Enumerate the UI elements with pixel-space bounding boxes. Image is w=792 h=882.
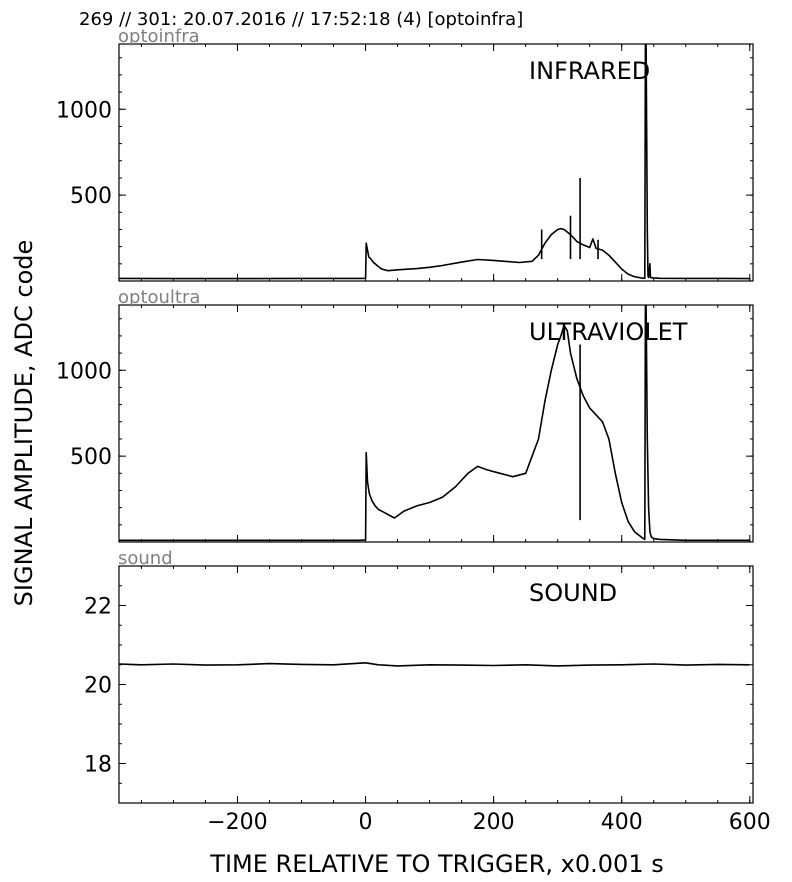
x-tick-label: 200 — [473, 810, 515, 835]
panel-title: INFRARED — [529, 57, 650, 85]
y-tick-label: 1000 — [56, 98, 112, 123]
y-tick-label: 500 — [70, 445, 112, 470]
y-tick-label: 20 — [84, 674, 112, 699]
panel-title: SOUND — [529, 579, 617, 607]
series-line — [119, 661, 750, 667]
x-tick-label: 0 — [359, 810, 373, 835]
x-tick-label: −200 — [207, 810, 267, 835]
y-tick-label: 1000 — [56, 359, 112, 384]
panel-tag: optoinfra — [118, 26, 200, 47]
series-line — [119, 305, 750, 542]
chart-panel-optoultra: 500 1000 optoultra ULTRAVIOLET — [56, 287, 754, 543]
x-tick-label: 600 — [729, 810, 771, 835]
plot-frame — [118, 43, 754, 282]
figure-header: 269 // 301: 20.07.2016 // 17:52:18 (4) [… — [79, 9, 523, 30]
x-tick-label: 400 — [601, 810, 643, 835]
y-tick-label: 22 — [84, 595, 112, 620]
panel-tag: optoultra — [118, 287, 200, 308]
plot-frame — [118, 565, 754, 804]
y-tick-label: 18 — [84, 753, 112, 778]
x-axis-label: TIME RELATIVE TO TRIGGER, x0.001 s — [209, 850, 663, 878]
y-tick-label: 500 — [70, 184, 112, 209]
panel-title: ULTRAVIOLET — [529, 318, 688, 346]
panel-tag: sound — [118, 548, 173, 569]
chart-panel-optoinfra: 500 1000 optoinfra INFRARED — [56, 26, 754, 282]
series-line — [119, 44, 750, 280]
y-axis-label: SIGNAL AMPLITUDE, ADC code — [10, 240, 38, 607]
chart-panel-sound: 18 20 22 −200 0 200 400 600 sound SOUND — [84, 548, 771, 835]
plot-frame — [118, 304, 754, 543]
